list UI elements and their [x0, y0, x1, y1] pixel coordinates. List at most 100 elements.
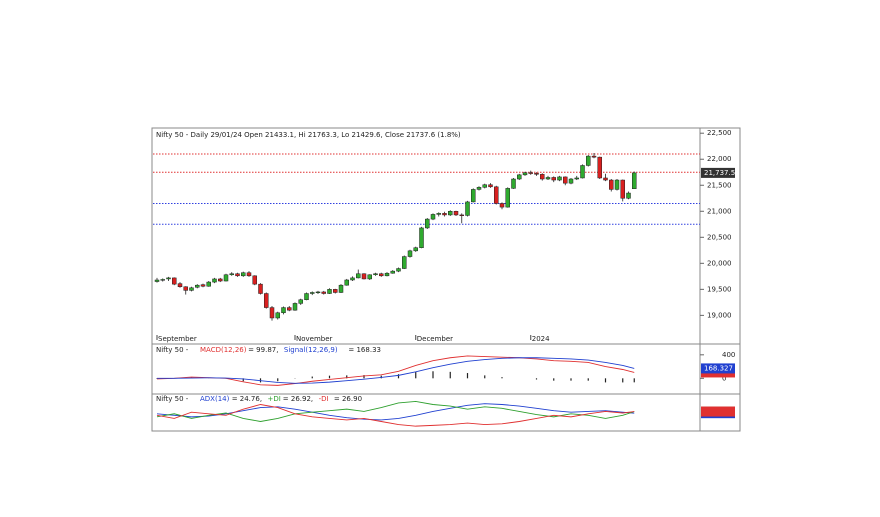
candle-body: [499, 203, 505, 208]
candle-body: [200, 284, 206, 287]
candle-body: [338, 284, 344, 293]
candle-body: [505, 188, 510, 208]
candle-body: [183, 286, 188, 291]
candle-body: [304, 293, 309, 301]
candle-body: [344, 279, 349, 286]
y-tick-label: 20,500: [707, 233, 732, 241]
candle-body: [522, 172, 528, 176]
candle-body: [517, 174, 522, 180]
candle-body: [453, 211, 459, 216]
candle-body: [281, 307, 286, 314]
candle-body: [574, 177, 579, 180]
candle-body: [586, 155, 591, 166]
indicator-line: [156, 404, 635, 427]
candle-body: [350, 277, 355, 281]
candle-body: [154, 279, 160, 282]
candle-body: [626, 192, 631, 199]
candle-body: [379, 273, 384, 277]
candle-body: [298, 299, 303, 304]
candle-body: [218, 278, 223, 282]
candle-body: [327, 289, 332, 294]
candle-body: [384, 272, 390, 277]
last-price-box: [701, 167, 735, 178]
candle-body: [367, 274, 372, 280]
candle-body: [609, 179, 614, 190]
y-tick-label: 22,000: [707, 155, 732, 163]
candle-body: [177, 283, 183, 287]
candle-body: [488, 184, 493, 188]
y-tick-label: 0: [722, 374, 726, 382]
candle-body: [356, 273, 361, 279]
legend-value: = 168.33: [348, 346, 381, 354]
candle-body: [235, 273, 240, 277]
candle-body: [557, 176, 562, 181]
candle-body: [172, 277, 177, 285]
y-tick-label: 20,000: [707, 259, 732, 267]
candle-body: [442, 213, 447, 216]
candle-body: [246, 272, 252, 277]
candle-body: [361, 273, 367, 280]
x-tick-label: 2024: [532, 335, 550, 343]
legend-name: ADX(14): [200, 395, 230, 403]
candle-body: [425, 218, 430, 229]
legend-name: -DI: [319, 395, 329, 403]
candle-body: [396, 268, 401, 272]
candle-body: [212, 278, 217, 283]
chart-title: Nifty 50 - Daily 29/01/24 Open 21433.1, …: [156, 131, 461, 139]
x-tick-label: December: [417, 335, 453, 343]
legend-value: = 26.90: [334, 395, 362, 403]
last-price-label: 21,737.5: [704, 169, 735, 177]
candle-body: [390, 270, 395, 274]
candle-body: [465, 201, 470, 216]
candle-body: [563, 176, 568, 184]
candle-body: [436, 213, 441, 215]
legend-name: Signal(12,26,9): [284, 346, 338, 354]
y-tick-label: 400: [722, 351, 735, 359]
candle-body: [189, 287, 194, 291]
candle-body: [568, 178, 574, 184]
candle-body: [540, 174, 545, 180]
candle-body: [534, 173, 539, 175]
candle-body: [614, 179, 620, 190]
candle-body: [459, 214, 464, 216]
value-box: [701, 406, 735, 417]
candle-body: [448, 211, 453, 216]
indicator-line: [157, 357, 635, 384]
y-tick-label: 21,500: [707, 181, 732, 189]
candle-body: [275, 312, 280, 319]
candle-body: [471, 189, 476, 203]
candle-body: [413, 247, 418, 252]
candle-body: [258, 283, 263, 294]
candle-body: [160, 279, 165, 281]
candle-body: [511, 178, 516, 189]
indicator-line: [156, 355, 635, 386]
candle-body: [195, 284, 200, 288]
candle-body: [545, 177, 551, 180]
candle-body: [229, 273, 234, 276]
x-tick-label: November: [296, 335, 333, 343]
candle-body: [402, 256, 407, 269]
legend-value: = 99.87,: [248, 346, 278, 354]
candle-body: [287, 307, 292, 311]
frame: [151, 127, 741, 432]
candle-body: [292, 303, 298, 311]
candle-body: [580, 165, 585, 179]
legend-value: = 24.76,: [232, 395, 262, 403]
y-tick-label: 19,500: [707, 285, 732, 293]
value-box: [701, 363, 735, 374]
candle-body: [269, 307, 275, 319]
y-tick-label: 22,500: [707, 129, 732, 137]
panel-title: Nifty 50 -: [156, 346, 189, 354]
candle-body: [494, 186, 499, 204]
legend-name: +DI: [268, 395, 281, 403]
candle-body: [252, 275, 257, 285]
legend-name: MACD(12,26): [200, 346, 247, 354]
candle-body: [528, 172, 533, 174]
candle-body: [551, 177, 556, 181]
y-tick-label: 21,000: [707, 207, 732, 215]
candle-body: [476, 187, 482, 190]
indicator-line: [156, 403, 635, 421]
value-box-label: 168.327: [704, 364, 733, 372]
